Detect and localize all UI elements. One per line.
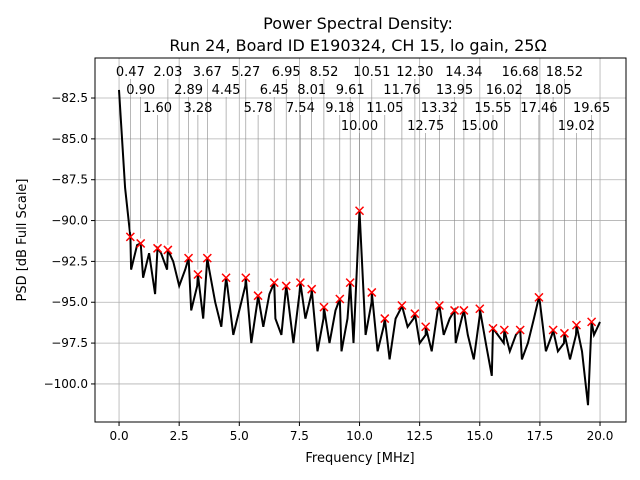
- peak-label: 9.61: [336, 83, 365, 98]
- x-tick-label: 10.0: [346, 429, 373, 443]
- peak-label: 15.55: [474, 101, 511, 116]
- peak-marker: [397, 300, 407, 311]
- peak-marker: [548, 325, 558, 335]
- peak-label: 6.95: [272, 65, 301, 80]
- y-tick-label: −100.0: [44, 377, 88, 391]
- peak-leader-lines: [130, 79, 592, 329]
- peak-label: 5.78: [244, 101, 273, 116]
- y-axis-label: PSD [dB Full Scale]: [15, 178, 30, 301]
- peak-marker: [307, 284, 317, 294]
- x-tick-label: 0.0: [110, 429, 129, 443]
- peak-label: 5.27: [231, 65, 260, 80]
- y-tick-label: −85.0: [51, 132, 88, 146]
- x-tick-label: 12.5: [406, 429, 433, 443]
- peak-label: 18.52: [546, 65, 583, 80]
- peak-marker: [221, 273, 231, 283]
- peak-label: 3.67: [193, 65, 222, 80]
- peak-marker: [499, 325, 509, 335]
- x-tick-label: 7.5: [290, 429, 309, 443]
- peak-marker: [295, 278, 305, 288]
- x-tick-label: 5.0: [230, 429, 249, 443]
- peak-label: 6.45: [260, 83, 289, 98]
- peak-marker: [434, 300, 444, 311]
- peak-marker: [410, 309, 420, 319]
- peak-label: 9.18: [325, 101, 354, 116]
- peak-label: 19.65: [573, 101, 610, 116]
- peak-label: 8.01: [297, 83, 326, 98]
- peak-marker: [421, 322, 431, 332]
- peak-label: 11.76: [383, 83, 420, 98]
- peak-label: 16.02: [486, 83, 523, 98]
- x-tick-label: 20.0: [587, 429, 614, 443]
- peak-marker: [319, 302, 329, 312]
- peak-marker: [459, 305, 469, 315]
- peak-label: 11.05: [366, 101, 403, 116]
- peak-label: 1.60: [143, 101, 172, 116]
- peak-label: 7.54: [286, 101, 315, 116]
- peak-marker: [475, 304, 485, 314]
- y-tick-label: −90.0: [51, 214, 88, 228]
- y-tick-label: −97.5: [51, 336, 88, 350]
- peak-label: 4.45: [212, 83, 241, 98]
- peak-label: 3.28: [184, 101, 213, 116]
- axis-ticks: 0.0 2.5 5.0 7.5 10.0 12.5 15.0 17.5 20.0 −82.5 −85…: [44, 91, 614, 443]
- peak-label: 8.52: [310, 65, 339, 80]
- peak-label: 12.30: [396, 65, 433, 80]
- peak-label: 13.32: [421, 101, 458, 116]
- peak-marker: [163, 245, 173, 255]
- peak-label: 2.03: [153, 65, 182, 80]
- y-tick-label: −92.5: [51, 254, 88, 268]
- peak-marker: [125, 232, 135, 242]
- y-tick-label: −95.0: [51, 295, 88, 309]
- peak-label: 13.95: [436, 83, 473, 98]
- x-tick-label: 17.5: [527, 429, 554, 443]
- peak-marker: [152, 243, 163, 253]
- chart-title-line2: Run 24, Board ID E190324, CH 15, lo gain…: [169, 36, 546, 55]
- peak-marker: [193, 269, 203, 280]
- peak-marker: [281, 281, 291, 291]
- peak-marker: [534, 292, 544, 302]
- peak-marker: [355, 206, 365, 216]
- peak-markers: 0.47 0.90 1.60 2.03 2.89 3.28 3.67 4.45 5.27 5.78…: [116, 65, 610, 338]
- plot-frame: [94, 57, 627, 423]
- peak-label: 2.89: [174, 83, 203, 98]
- peak-marker: [202, 253, 212, 263]
- peak-marker: [184, 253, 194, 263]
- peak-marker: [571, 320, 581, 330]
- peak-marker: [450, 305, 460, 315]
- peak-label: 18.05: [535, 83, 572, 98]
- y-tick-label: −82.5: [51, 91, 88, 105]
- peak-marker: [380, 314, 390, 324]
- peak-label: 19.02: [558, 119, 595, 134]
- peak-marker: [253, 291, 263, 301]
- x-axis-label: Frequency [MHz]: [305, 451, 414, 466]
- peak-label: 0.90: [126, 83, 155, 98]
- peak-marker: [515, 325, 525, 335]
- peak-label: 10.51: [353, 65, 390, 80]
- peak-label: 15.00: [461, 119, 498, 134]
- y-tick-label: −87.5: [51, 173, 88, 187]
- peak-label: 17.46: [520, 101, 557, 116]
- peak-label: 0.47: [116, 65, 145, 80]
- peak-label: 16.68: [502, 65, 539, 80]
- peak-marker: [335, 294, 345, 304]
- peak-marker: [367, 287, 377, 297]
- x-tick-label: 2.5: [170, 429, 189, 443]
- peak-marker: [269, 278, 279, 288]
- peak-marker: [241, 273, 251, 283]
- peak-marker: [587, 317, 597, 327]
- chart-title-line1: Power Spectral Density:: [263, 14, 453, 33]
- peak-label: 10.00: [341, 119, 378, 134]
- peak-label: 12.75: [407, 119, 444, 134]
- peak-marker: [136, 238, 146, 248]
- peak-marker: [488, 323, 498, 333]
- peak-marker: [345, 278, 355, 288]
- peak-marker: [559, 328, 569, 338]
- peak-label: 14.34: [445, 65, 482, 80]
- x-tick-label: 15.0: [466, 429, 493, 443]
